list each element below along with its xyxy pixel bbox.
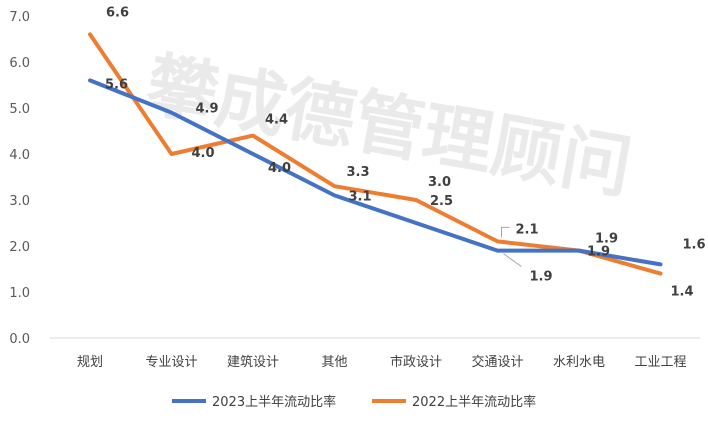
data-label: 4.4 — [265, 113, 288, 128]
data-label: 3.0 — [428, 175, 451, 190]
series-line-2023 — [88, 78, 663, 267]
leader-lines — [501, 226, 522, 268]
data-label: 4.0 — [268, 161, 291, 176]
data-label: 2.5 — [430, 194, 453, 209]
y-tick-label: 2.0 — [9, 240, 30, 255]
y-tick-label: 7.0 — [9, 10, 30, 25]
x-category-label: 交通设计 — [471, 354, 523, 370]
y-axis-ticks: 0.0 1.0 2.0 3.0 4.0 5.0 6.0 7.0 — [9, 10, 30, 347]
data-label: 2.1 — [516, 222, 539, 237]
data-label: 6.6 — [106, 5, 129, 20]
y-tick-label: 1.0 — [9, 286, 30, 301]
y-tick-label: 5.0 — [9, 102, 30, 117]
data-label: 1.9 — [587, 245, 610, 260]
x-category-label: 建筑设计 — [227, 354, 279, 370]
x-category-label: 专业设计 — [145, 355, 197, 370]
data-label: 4.0 — [192, 146, 215, 161]
data-labels: 5.64.94.03.1 2.51.91.9 1.66.64.04.43.33.02… — [105, 5, 706, 299]
legend-label: 2022上半年流动比率 — [412, 394, 536, 410]
x-category-label: 水利水电 — [553, 355, 605, 370]
leader-line-2022 — [501, 226, 510, 238]
x-category-label: 市政设计 — [390, 354, 442, 370]
x-axis-categories: 规划 专业设计 建筑设计 其他 市政设计 交通设计 水利水电 工业工程 — [77, 354, 687, 370]
data-label: 5.6 — [105, 77, 128, 92]
data-label: 1.9 — [530, 270, 553, 285]
legend-label: 2023上半年流动比率 — [212, 394, 336, 410]
y-tick-label: 0.0 — [9, 332, 30, 347]
data-label: 1.6 — [683, 237, 706, 252]
data-label: 4.9 — [196, 102, 219, 117]
legend: 2023上半年流动比率 2022上半年流动比率 — [172, 394, 536, 410]
series-lines — [88, 32, 663, 276]
data-label: 1.4 — [671, 285, 694, 300]
y-tick-label: 4.0 — [9, 148, 30, 163]
data-label: 3.1 — [349, 189, 372, 204]
data-label: 3.3 — [347, 165, 370, 180]
y-tick-label: 6.0 — [9, 56, 30, 71]
x-category-label: 其他 — [321, 355, 347, 370]
data-label: 1.9 — [595, 232, 618, 247]
x-category-label: 工业工程 — [634, 355, 686, 370]
y-tick-label: 3.0 — [9, 194, 30, 209]
watermark: 攀成德管理顾问 — [141, 43, 638, 209]
leader-line-2023 — [503, 253, 522, 268]
x-category-label: 规划 — [77, 355, 103, 370]
